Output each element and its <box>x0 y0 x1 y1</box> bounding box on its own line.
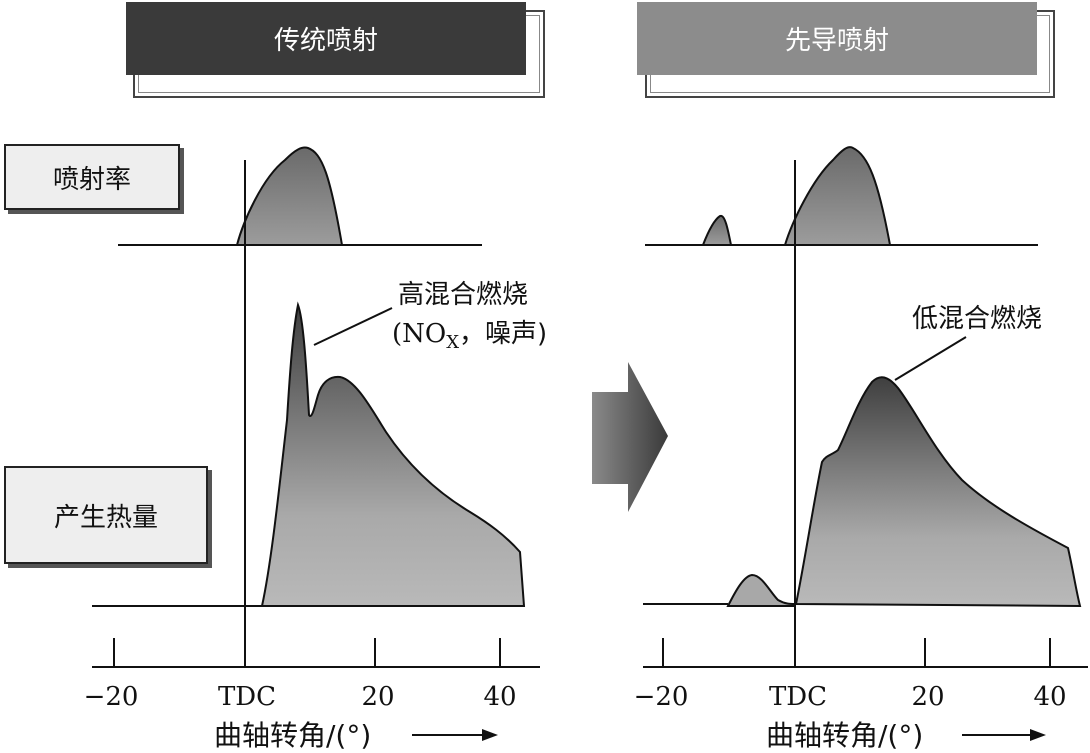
transition-arrow-icon <box>592 362 668 512</box>
left-tick-label-20: 20 <box>361 682 394 712</box>
left-x-axis-arrowhead <box>482 729 498 741</box>
annotation-low-mixing: 低混合燃烧 <box>912 304 1042 334</box>
right-tick-label-20: 20 <box>911 682 944 712</box>
left-tick-label-neg20: −20 <box>84 682 139 712</box>
left-tick-label-40: 40 <box>483 682 516 712</box>
right-x-axis-label: 曲轴转角/(°) <box>766 719 923 752</box>
right-tick-label-tdc: TDC <box>769 682 827 712</box>
annotation-high-mixing: 高混合燃烧 <box>398 280 528 310</box>
header-pilot-injection: 先导喷射 <box>637 2 1037 75</box>
right-pilot-heat-bump <box>726 573 796 607</box>
right-x-axis-arrowhead <box>1030 729 1046 741</box>
left-panel: 高混合燃烧 (NOX，噪声) −20 TDC 20 40 曲轴转角/(°) <box>84 146 547 752</box>
right-heat-release-curve <box>794 376 1082 608</box>
label-injection-rate: 喷射率 <box>4 144 180 210</box>
right-annotation-leader <box>894 336 967 381</box>
left-tick-label-tdc: TDC <box>218 682 276 712</box>
right-tick-label-neg20: −20 <box>634 682 689 712</box>
right-pilot-injection-pulse <box>701 214 733 246</box>
header-conventional-injection: 传统喷射 <box>126 2 526 75</box>
left-heat-release-curve <box>260 301 526 607</box>
left-x-axis-label: 曲轴转角/(°) <box>214 719 371 752</box>
right-main-injection-curve <box>783 146 892 246</box>
label-heat-release: 产生热量 <box>4 466 208 564</box>
left-annotation-leader <box>313 307 393 346</box>
right-panel: 低混合燃烧 −20 TDC 20 40 曲轴转角/(°) <box>634 146 1088 752</box>
right-tick-label-40: 40 <box>1033 682 1066 712</box>
annotation-nox-noise: (NOX，噪声) <box>392 319 547 353</box>
left-injection-curve <box>235 146 344 246</box>
